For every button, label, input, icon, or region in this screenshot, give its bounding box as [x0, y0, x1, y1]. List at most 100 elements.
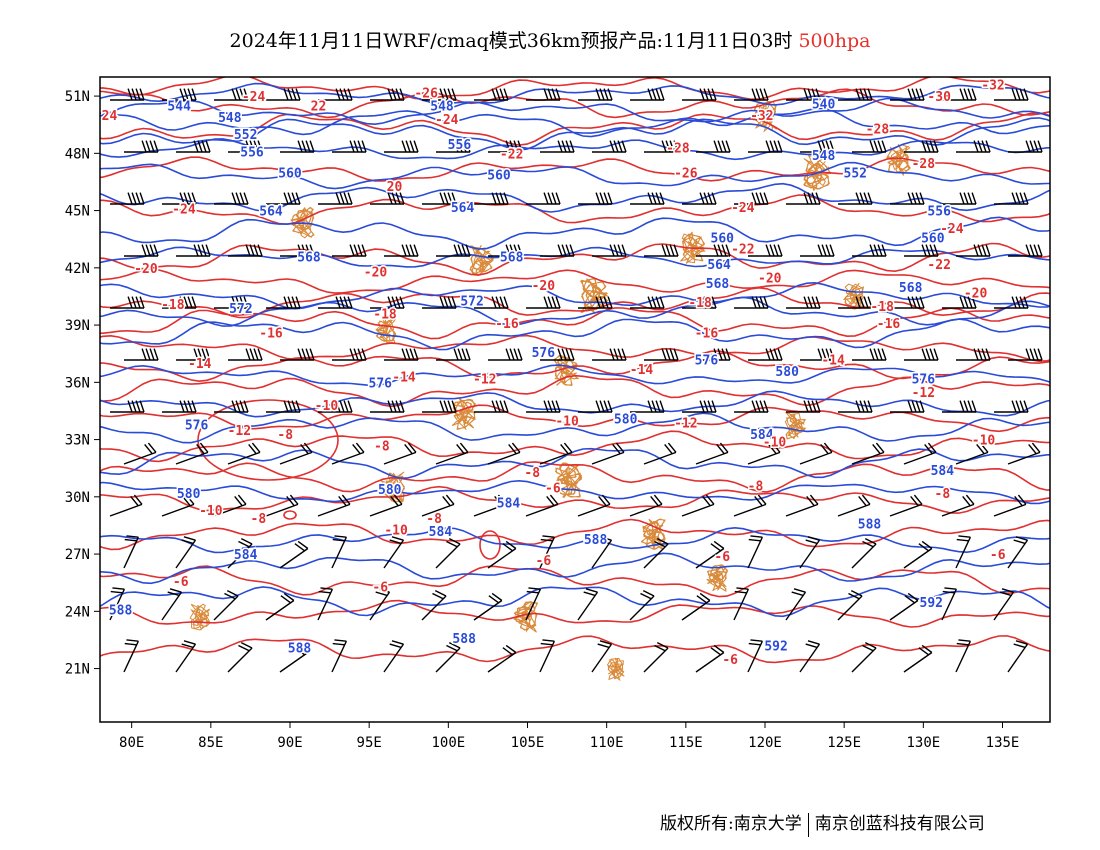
border-line	[803, 154, 832, 192]
wind-barb	[540, 244, 575, 257]
wind-barb	[630, 192, 665, 205]
border-line	[469, 245, 495, 277]
temperature-contour-label: -16	[495, 317, 519, 332]
temperature-contour-label: -8	[374, 439, 390, 454]
wind-barb	[682, 192, 717, 205]
wind-barb	[941, 494, 975, 517]
wind-barb	[227, 538, 253, 569]
wind-barb	[942, 88, 977, 101]
temperature-contour-label: -10	[384, 523, 408, 538]
wind-barb	[734, 88, 769, 101]
height-contour-label: 576	[369, 376, 393, 391]
height-contour-label: 548	[812, 149, 836, 164]
temperature-contour-label: -28	[866, 123, 890, 138]
height-contour-label: 568	[706, 277, 730, 292]
wind-barb	[696, 140, 731, 153]
wind-barb	[681, 592, 711, 621]
temperature-contour-line	[100, 518, 1050, 551]
temperature-contour-line	[197, 399, 339, 481]
border-line	[290, 206, 315, 239]
wind-barb	[176, 244, 211, 257]
wind-barb	[630, 400, 665, 413]
plot-frame	[99, 76, 1051, 723]
wind-barb	[591, 442, 625, 465]
wind-barb	[838, 400, 873, 413]
temperature-contour-line	[100, 374, 1050, 408]
wind-barb	[578, 192, 613, 205]
temperature-contour-label: -18	[373, 308, 397, 323]
temperature-contour-label: -14	[392, 371, 416, 386]
lon-tick-label: 80E	[119, 735, 144, 751]
wind-barb	[994, 88, 1029, 101]
wind-barb	[123, 639, 140, 673]
wind-barb	[903, 644, 933, 673]
wind-barb	[591, 536, 613, 569]
wind-barb	[473, 592, 503, 621]
wind-barb	[110, 192, 145, 205]
wind-barb	[539, 639, 556, 673]
wind-barb	[228, 140, 263, 153]
lat-tick-label: 21N	[65, 662, 90, 678]
wind-barb	[800, 348, 835, 361]
wind-barb	[889, 592, 919, 621]
wind-barb	[540, 140, 575, 153]
wind-barb	[903, 540, 933, 569]
wind-barb	[228, 244, 263, 257]
wind-barb	[682, 88, 717, 101]
temperature-contour-label: -12	[674, 416, 697, 431]
height-contour-label: 572	[229, 302, 252, 317]
height-contour-label: 588	[288, 642, 312, 657]
wind-barb	[124, 348, 159, 361]
wind-barb	[435, 642, 461, 673]
temperature-contour-line	[100, 350, 1050, 383]
border-line	[706, 564, 729, 592]
temperature-contour-label: -8	[748, 479, 764, 494]
wind-barb	[280, 140, 315, 153]
wind-barb	[696, 244, 731, 257]
height-contour-label: 568	[297, 250, 321, 265]
height-contours	[100, 82, 1050, 618]
wind-barb	[577, 494, 611, 517]
wind-barb	[644, 140, 679, 153]
wind-barb	[904, 140, 939, 153]
wind-barb	[733, 494, 767, 517]
temperature-contour-label: -6	[714, 550, 730, 565]
map-title: 2024年11月11日WRF/cmaq模式36km预报产品:11月11日03时 5…	[0, 26, 1100, 53]
wind-barb	[941, 587, 958, 621]
temperature-contour-label: -10	[199, 504, 223, 519]
wind-barb	[695, 442, 729, 465]
wind-barb	[266, 88, 301, 101]
border-line	[553, 462, 583, 499]
wind-barb	[994, 400, 1029, 413]
wind-barb	[682, 400, 717, 413]
border-line	[886, 143, 912, 177]
temperature-contour-label: -24	[242, 90, 266, 105]
wind-barb	[474, 400, 509, 413]
wind-barb	[838, 296, 873, 309]
wind-barb	[786, 88, 821, 101]
wind-barb	[265, 494, 299, 517]
height-contour-label: 580	[775, 365, 799, 380]
border-line	[784, 411, 807, 440]
temperature-contour-label: -20	[532, 279, 556, 294]
temperature-contour-label: -16	[695, 327, 719, 342]
height-contour-line	[100, 318, 1050, 351]
footer-divider	[807, 812, 809, 837]
height-contour-label: 552	[234, 128, 257, 143]
height-contour-label: 560	[487, 168, 511, 183]
lon-tick-label: 120E	[748, 735, 782, 751]
height-contour-line	[100, 526, 1050, 554]
height-contour-label: 544	[167, 100, 191, 115]
wind-barb	[994, 192, 1029, 205]
temperature-contour-label: -8	[277, 428, 293, 443]
wind-barb	[109, 587, 126, 621]
wind-barb	[369, 494, 403, 517]
temperature-contour-label: -18	[870, 300, 894, 315]
lon-tick-label: 90E	[277, 735, 302, 751]
wind-barb	[436, 348, 471, 361]
wind-barb	[162, 296, 197, 309]
lat-tick-label: 39N	[65, 318, 90, 334]
temperature-contour-label: 20	[387, 180, 403, 195]
wind-barb	[383, 640, 405, 673]
lat-tick-label: 51N	[65, 89, 90, 105]
